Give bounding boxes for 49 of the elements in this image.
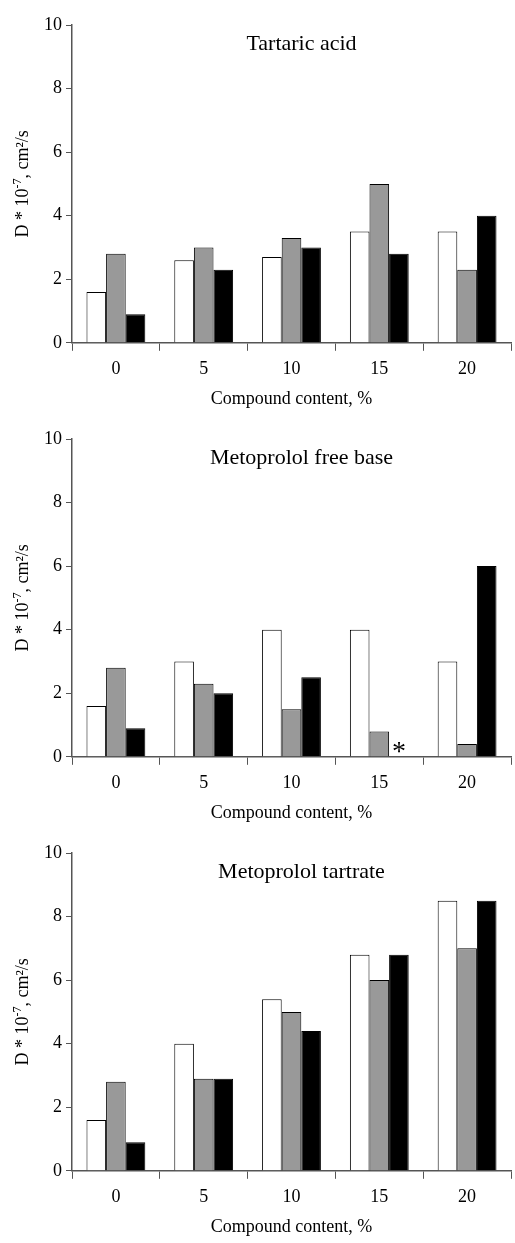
y-tick-label: 6: [53, 968, 62, 989]
bar: [213, 269, 234, 343]
x-tick-label: 20: [458, 1186, 477, 1207]
x-tick-label: 10: [282, 1186, 301, 1207]
y-axis-title: D * 10-7, cm²/s: [10, 130, 32, 238]
x-tick-label: 15: [370, 1186, 389, 1207]
y-tick-label: 8: [53, 905, 62, 926]
y-tick-label: 10: [44, 13, 62, 34]
y-tick-label: 2: [53, 681, 62, 702]
chart-title: Tartaric acid: [246, 29, 357, 55]
y-tick-label: 6: [53, 140, 62, 161]
y-tick-label: 10: [44, 427, 62, 448]
y-tick-label: 4: [53, 618, 62, 639]
chart-title: Metoprolol free base: [209, 443, 394, 469]
bar: [125, 1142, 146, 1171]
y-tick-label: 0: [53, 1159, 62, 1180]
y-tick-label: 0: [53, 745, 62, 766]
x-tick-label: 10: [282, 358, 301, 379]
x-tick-label: 15: [370, 358, 389, 379]
annotation: *: [391, 735, 406, 767]
y-tick-label: 2: [53, 267, 62, 288]
bar: [125, 314, 146, 343]
y-tick-label: 4: [53, 1032, 62, 1053]
x-tick-label: 5: [199, 358, 209, 379]
y-tick-label: 2: [53, 1095, 62, 1116]
y-tick-label: 8: [53, 491, 62, 512]
x-axis-title: Compound content, %: [210, 801, 373, 822]
x-tick-label: 0: [111, 1186, 121, 1207]
y-tick-label: 4: [53, 204, 62, 225]
y-tick-label: 6: [53, 554, 62, 575]
y-tick-label: 0: [53, 331, 62, 352]
bar: [125, 728, 146, 757]
x-tick-label: 10: [282, 772, 301, 793]
x-tick-label: 0: [111, 358, 121, 379]
x-axis-title: Compound content, %: [210, 1215, 373, 1236]
bar: [476, 900, 497, 1171]
x-tick-label: 5: [199, 1186, 209, 1207]
y-axis-title: D * 10-7, cm²/s: [10, 544, 32, 652]
x-tick-label: 5: [199, 772, 209, 793]
x-axis-title: Compound content, %: [210, 387, 373, 408]
x-tick-label: 20: [458, 358, 477, 379]
bar: [213, 693, 234, 757]
x-tick-label: 15: [370, 772, 389, 793]
y-tick-label: 10: [44, 841, 62, 862]
chart-title: Metoprolol tartrate: [218, 857, 385, 883]
x-tick-label: 20: [458, 772, 477, 793]
x-tick-label: 0: [111, 772, 121, 793]
y-tick-label: 8: [53, 77, 62, 98]
y-axis-title: D * 10-7, cm²/s: [10, 958, 32, 1066]
